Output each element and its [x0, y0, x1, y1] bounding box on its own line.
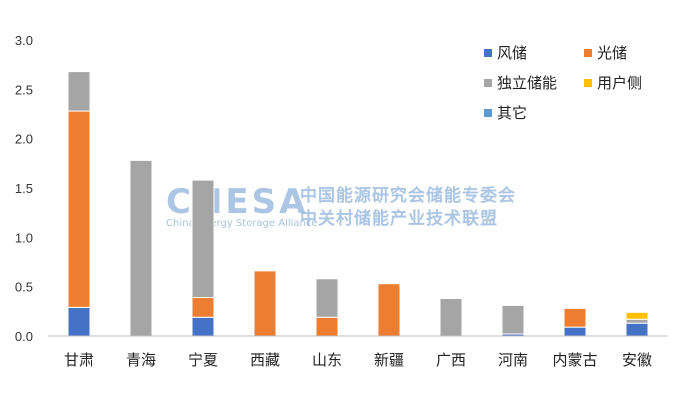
watermark-line2: 中关村储能产业技术联盟 — [300, 208, 498, 229]
x-tick-label: 甘肃 — [64, 351, 94, 369]
y-tick-label: 0.5 — [15, 280, 33, 295]
bar-segment — [625, 322, 649, 337]
legend-swatch — [484, 79, 492, 87]
bar-segment — [563, 326, 587, 337]
bar-segment — [191, 297, 215, 318]
watermark-logo: CNESA — [166, 182, 308, 222]
x-tick-label: 新疆 — [374, 351, 404, 369]
bar-segment — [315, 316, 339, 337]
watermark-line1: 中国能源研究会储能专委会 — [300, 185, 516, 206]
x-tick-label: 宁夏 — [188, 351, 218, 369]
bar-segment — [563, 307, 587, 328]
bar-segment — [253, 270, 277, 337]
y-tick-label: 3.0 — [15, 33, 33, 48]
bar-segment — [191, 179, 215, 299]
legend-label: 光储 — [597, 44, 627, 62]
x-tick-label: 山东 — [312, 351, 342, 369]
legend-swatch — [584, 79, 592, 87]
bar-segment — [501, 304, 525, 335]
bars — [67, 71, 649, 337]
legend-swatch — [484, 49, 492, 57]
legend-swatch — [484, 109, 492, 117]
bar-segment — [67, 110, 91, 308]
bar-segment — [67, 71, 91, 112]
legend-label: 用户侧 — [597, 74, 642, 92]
x-tick-label: 青海 — [126, 351, 156, 369]
y-tick-label: 1.0 — [15, 230, 33, 245]
x-tick-label: 内蒙古 — [552, 351, 597, 369]
bar-segment — [625, 311, 649, 320]
y-tick-label: 2.0 — [15, 132, 33, 147]
bar-segment — [315, 278, 339, 318]
legend-label: 独立储能 — [497, 74, 557, 92]
y-tick-label: 0.0 — [15, 329, 33, 344]
bar-segment — [439, 298, 463, 337]
cnesa-watermark: CNESA China Energy Storage Alliance 中国能源… — [166, 182, 516, 229]
x-tick-label: 西藏 — [250, 351, 280, 369]
bar-segment — [67, 306, 91, 337]
x-axis-labels: 甘肃 青海 宁夏 西藏 山东 新疆 广西 河南 内蒙古 安徽 — [64, 351, 652, 369]
bar-segment — [377, 283, 401, 337]
bar-segment — [191, 316, 215, 337]
legend-label: 其它 — [497, 104, 527, 122]
y-tick-label: 1.5 — [15, 181, 33, 196]
y-axis-ticks: 0.0 0.5 1.0 1.5 2.0 2.5 3.0 — [15, 33, 33, 344]
watermark-subtitle: China Energy Storage Alliance — [166, 218, 318, 229]
bar-segment — [625, 318, 649, 324]
legend-label: 风储 — [497, 44, 527, 62]
x-tick-label: 安徽 — [622, 351, 652, 369]
x-tick-label: 广西 — [436, 351, 466, 369]
y-tick-label: 2.5 — [15, 82, 33, 97]
x-tick-label: 河南 — [498, 351, 528, 369]
legend-swatch — [584, 49, 592, 57]
bar-segment — [129, 159, 153, 337]
